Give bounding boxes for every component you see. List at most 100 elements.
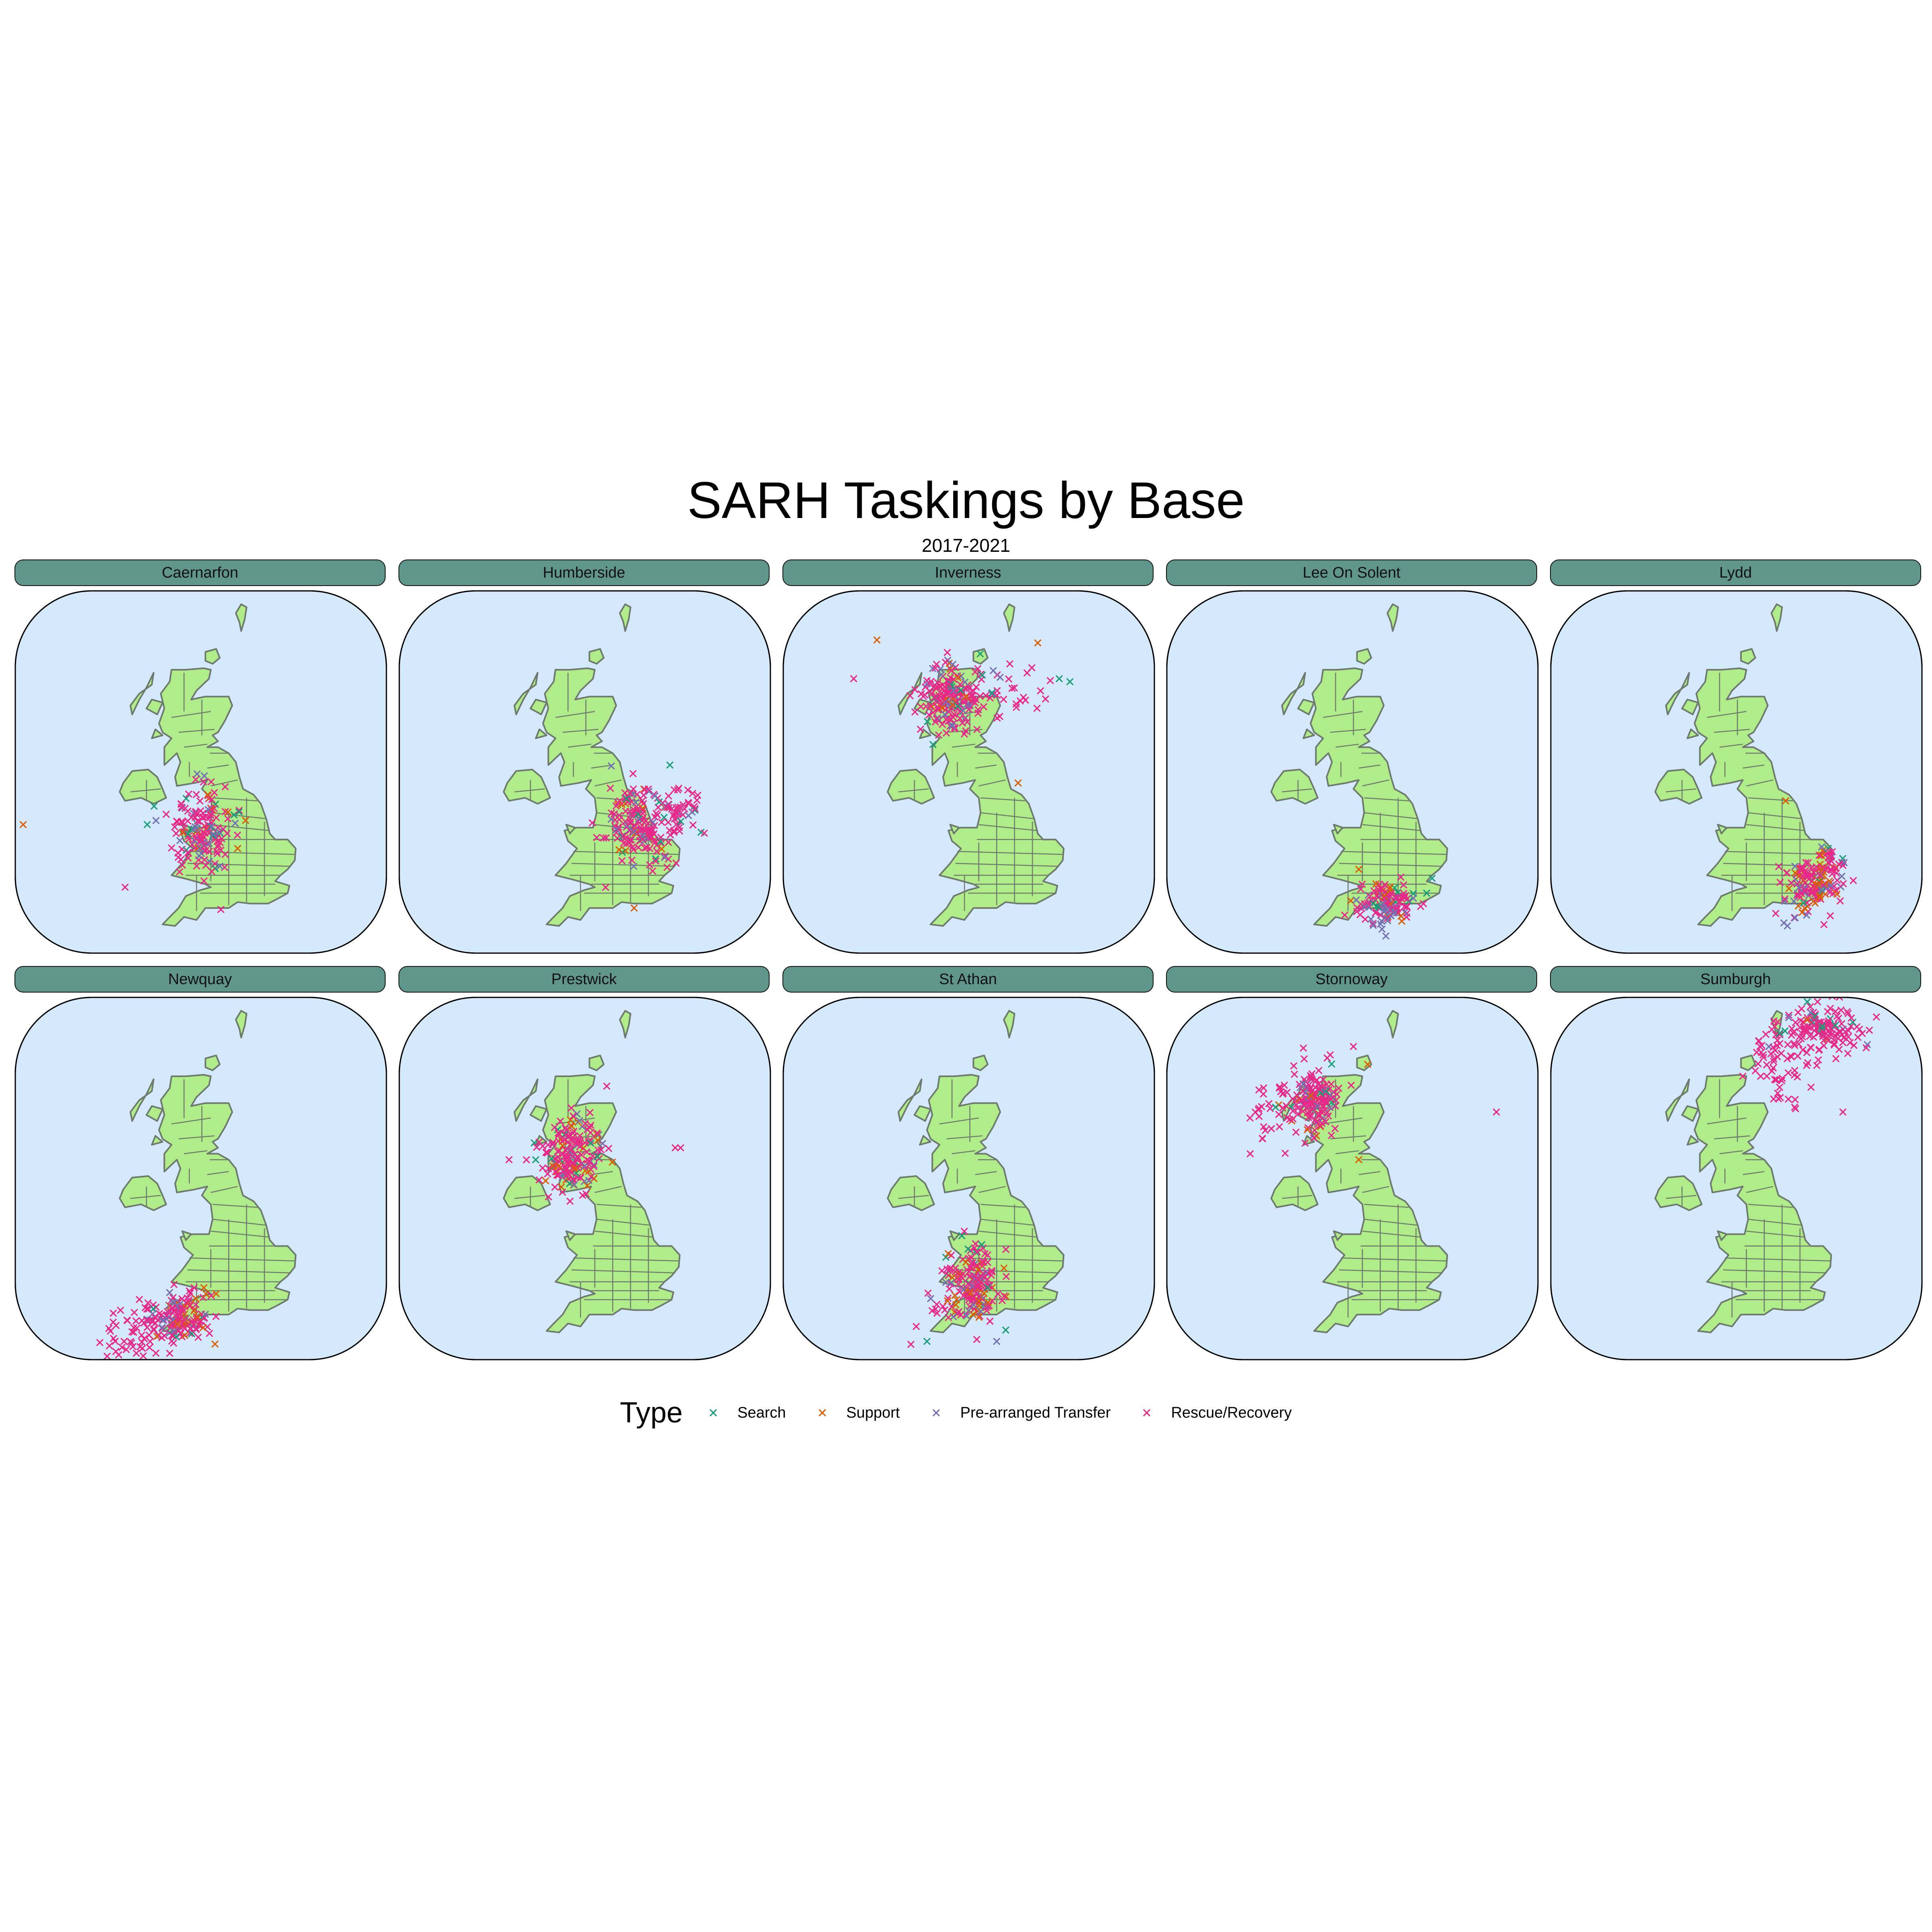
rescue-marker (665, 792, 673, 800)
rescue-marker (194, 1333, 202, 1341)
rescue-marker (1000, 1292, 1008, 1300)
rescue-marker (180, 824, 188, 832)
transfer-marker (208, 822, 216, 830)
search-marker (1849, 1018, 1857, 1026)
rescue-marker (128, 1328, 136, 1335)
rescue-marker (685, 800, 692, 807)
rescue-marker (1297, 1096, 1305, 1104)
rescue-marker (641, 844, 649, 852)
rescue-marker (1810, 868, 1817, 876)
rescue-marker (1404, 895, 1411, 903)
facet-strip-label: Prestwick (398, 966, 770, 993)
rescue-marker (645, 825, 652, 832)
support-marker (1355, 865, 1363, 873)
rescue-marker (1773, 1053, 1781, 1061)
support-marker (1000, 1264, 1008, 1272)
rescue-marker (1292, 1128, 1300, 1136)
rescue-marker (103, 1352, 111, 1360)
rescue-marker (1325, 1112, 1332, 1120)
rescue-marker (1778, 1077, 1785, 1085)
tasking-points (850, 636, 1074, 787)
rescue-marker (1815, 1046, 1823, 1053)
transfer-marker (942, 1278, 949, 1286)
rescue-marker (935, 731, 943, 739)
rescue-marker (959, 1270, 967, 1278)
rescue-marker (1757, 1072, 1765, 1080)
rescue-marker (942, 690, 950, 698)
rescue-marker (1306, 1113, 1313, 1120)
rescue-marker (1012, 704, 1020, 711)
rescue-marker (1371, 909, 1379, 917)
rescue-marker (939, 720, 946, 728)
rescue-marker (1810, 1033, 1817, 1041)
rescue-marker (956, 708, 964, 715)
cross-marker-icon (818, 1409, 826, 1417)
rescue-marker (677, 1144, 685, 1152)
rescue-marker (1301, 1139, 1309, 1147)
rescue-marker (1754, 1060, 1762, 1068)
rescue-marker (1739, 1072, 1747, 1080)
rescue-marker (1294, 1104, 1302, 1112)
rescue-marker (948, 1303, 956, 1311)
rescue-marker (600, 834, 607, 842)
rescue-marker (206, 1329, 213, 1337)
rescue-marker (132, 1317, 140, 1325)
search-marker (184, 830, 192, 838)
rescue-marker (155, 1310, 163, 1317)
rescue-marker (1758, 1042, 1766, 1049)
support-marker (1034, 639, 1042, 647)
rescue-marker (1315, 1110, 1323, 1118)
rescue-marker (1400, 881, 1408, 889)
rescue-marker (1788, 879, 1795, 887)
rescue-marker (634, 817, 642, 826)
rescue-marker (1042, 695, 1049, 703)
rescue-marker (640, 791, 648, 799)
rescue-marker (1028, 664, 1036, 672)
transfer-marker (201, 1311, 209, 1318)
support-marker (234, 844, 242, 852)
support-marker (1811, 899, 1819, 907)
rescue-marker (574, 1153, 581, 1160)
rescue-marker (933, 1309, 941, 1317)
transfer-marker (1369, 921, 1377, 929)
rescue-marker (967, 692, 975, 700)
rescue-marker (579, 1191, 586, 1199)
rescue-marker (1305, 1100, 1313, 1108)
rescue-marker (216, 839, 224, 846)
rescue-marker (1308, 1070, 1316, 1078)
rescue-marker (1794, 1052, 1802, 1060)
rescue-marker (174, 853, 182, 861)
rescue-marker (196, 797, 204, 805)
rescue-marker (929, 708, 937, 716)
transfer-marker (996, 673, 1004, 681)
rescue-marker (927, 702, 934, 710)
rescue-marker (557, 1117, 564, 1125)
rescue-marker (198, 837, 205, 845)
rescue-marker (954, 689, 962, 698)
rescue-marker (150, 1326, 158, 1334)
rescue-marker (1846, 1039, 1854, 1046)
rescue-marker (980, 1274, 988, 1282)
rescue-marker (138, 1338, 146, 1346)
rescue-marker (1772, 1031, 1780, 1039)
rescue-marker (124, 1317, 131, 1324)
rescue-marker (1282, 1102, 1290, 1110)
rescue-marker (556, 1164, 564, 1172)
rescue-marker (1810, 1027, 1818, 1034)
rescue-marker (973, 1335, 980, 1343)
rescue-marker (936, 700, 944, 708)
rescue-marker (200, 856, 208, 863)
rescue-marker (1835, 997, 1843, 1001)
rescue-marker (960, 1292, 967, 1300)
rescue-marker (586, 1109, 594, 1117)
rescue-marker (691, 805, 699, 813)
rescue-marker (218, 835, 225, 842)
rescue-marker (1839, 1108, 1847, 1116)
rescue-marker (1804, 859, 1812, 867)
search-marker (172, 1333, 180, 1341)
map-panel (1166, 590, 1539, 954)
rescue-marker (1762, 1030, 1770, 1038)
rescue-marker (907, 1340, 915, 1348)
rescue-marker (168, 844, 175, 852)
rescue-marker (1312, 1077, 1320, 1085)
